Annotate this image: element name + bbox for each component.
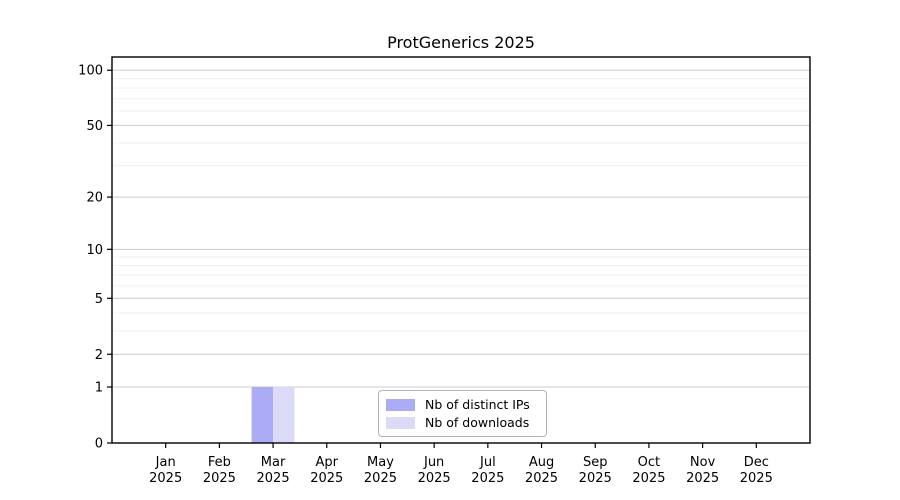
x-tick-label-year: 2025 [525,471,558,486]
y-tick-label: 100 [78,64,103,79]
legend-label: Nb of downloads [425,414,530,430]
x-tick-label-year: 2025 [579,471,612,486]
x-tick-label-month: Jan [155,455,176,470]
x-tick-label-year: 2025 [257,471,290,486]
y-tick-label: 2 [95,348,103,363]
chart-title: ProtGenerics 2025 [387,33,535,52]
x-tick-label-month: Jul [479,455,496,470]
x-tick-label-month: Feb [208,455,231,470]
x-tick-label-year: 2025 [310,471,343,486]
x-tick-label-month: Sep [583,455,608,470]
x-tick-label-year: 2025 [740,471,773,486]
x-tick-label-month: Jun [423,455,444,470]
y-tick-label: 5 [95,292,103,307]
x-tick-label-year: 2025 [418,471,451,486]
x-tick-label-month: Apr [316,455,339,470]
x-tick-label-month: Mar [261,455,286,470]
y-tick-label: 50 [86,119,103,134]
legend-row: Nb of distinct IPs [386,397,539,413]
x-tick-label-month: Dec [744,455,769,470]
legend-swatch-icon [386,399,415,411]
x-tick-label-year: 2025 [149,471,182,486]
x-tick-label-month: Nov [690,455,716,470]
x-tick-label-year: 2025 [686,471,719,486]
x-tick-label-year: 2025 [364,471,397,486]
x-tick-label-year: 2025 [203,471,236,486]
y-tick-label: 1 [95,381,103,396]
y-tick-label: 20 [86,191,103,206]
y-tick-label: 10 [86,243,103,258]
x-tick-label-year: 2025 [632,471,665,486]
legend-swatch-icon [386,417,415,429]
x-tick-label-month: Aug [529,455,554,470]
x-tick-label-year: 2025 [471,471,504,486]
x-tick-label-month: Oct [638,455,660,470]
bar-nb-of-distinct-ips-mar [251,387,274,443]
x-tick-label-month: May [367,455,394,470]
plot-border [111,56,811,444]
y-tick-label: 0 [95,437,103,452]
legend-row: Nb of downloads [386,415,539,431]
legend: Nb of distinct IPs Nb of downloads [378,390,547,437]
bar-nb-of-downloads-mar [273,387,295,443]
legend-label: Nb of distinct IPs [425,396,530,412]
